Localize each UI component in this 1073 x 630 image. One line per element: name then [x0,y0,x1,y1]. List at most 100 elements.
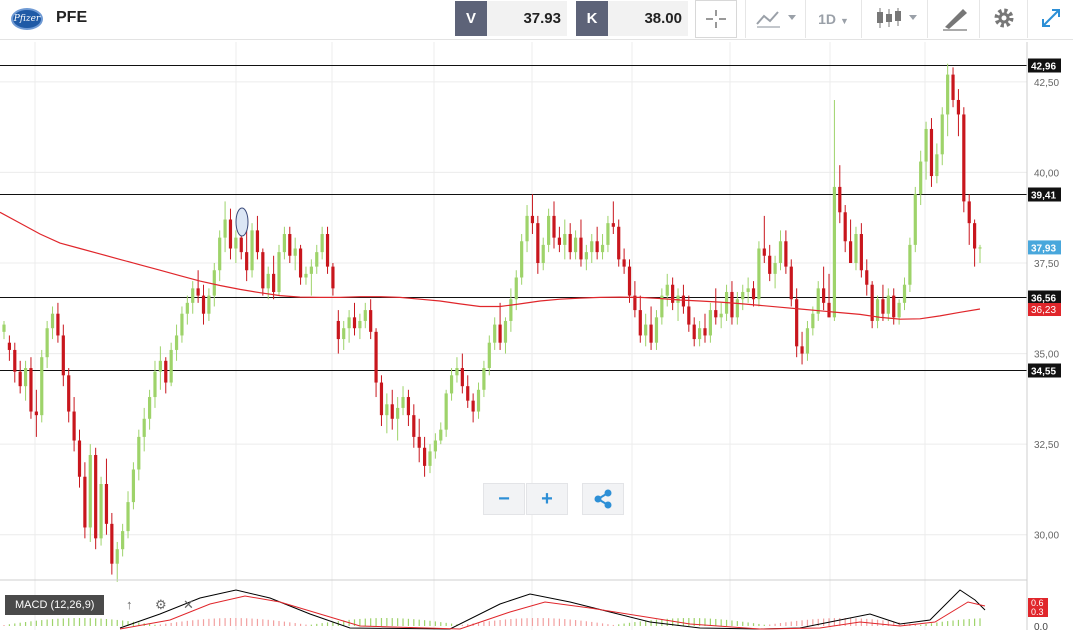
candle-body [180,313,184,336]
candle-body [746,288,750,292]
macd-badge [1028,598,1048,608]
candle-body [234,237,238,249]
candle-body [848,241,853,263]
horizontal-levels [0,65,1027,371]
candlesticks [2,63,982,582]
sell-price-button[interactable]: V 37.93 [455,1,567,36]
fullscreen-button[interactable] [1027,0,1073,38]
candle-body [816,288,820,314]
candle-body [611,223,615,227]
selection-marker [235,207,249,237]
candle-body [207,295,211,314]
expand-icon [1041,9,1060,27]
candle-body [875,299,880,321]
candle-body [164,360,168,383]
settings-button[interactable] [979,0,1027,38]
level-badge [1028,187,1061,202]
candle-body [520,241,524,278]
candle-body [29,368,33,412]
buy-label: K [576,1,608,36]
candle-body [735,299,739,318]
candle-body [773,262,777,274]
arrow-up-icon[interactable]: ↑ [126,597,133,612]
level-badge-label: 39,41 [1031,191,1056,202]
candle-body [919,161,923,195]
candle-body [363,310,367,321]
price-chart[interactable]: 42,50 40,00 37,50 35,00 32,50 30,00 42,96 39,41… [0,42,1073,630]
chevron-down-icon: ▼ [839,16,849,26]
candle-body [665,284,669,296]
timeframe-dropdown[interactable]: 1D ▼ [805,0,861,38]
candle-body [320,234,324,253]
candle-body [185,302,189,314]
candle-body [250,230,254,271]
level-badge-label: 36,56 [1031,294,1056,305]
drawing-tools-button[interactable] [927,0,979,38]
level-badge [1028,290,1061,305]
candle-body [978,247,982,249]
candle-body [676,295,680,303]
candle-body [541,244,545,263]
crosshair-button[interactable] [695,0,737,38]
candle-body [967,201,971,224]
candle-body [218,237,222,271]
candle-body [422,447,427,466]
candle-body [660,295,664,318]
candle-body [811,313,815,329]
candle-body [288,234,292,256]
candle-style-dropdown[interactable] [861,0,927,38]
level-badge [1028,58,1061,73]
candle-body [487,342,491,369]
zoom-out-button[interactable]: − [483,483,525,515]
candle-body [77,440,82,477]
candle-body [708,310,712,336]
candle-body [940,114,944,155]
y-tick-label: 30,00 [1034,531,1059,542]
candle-body [142,418,146,437]
candle-body [191,288,195,303]
chart-type-dropdown[interactable] [745,0,805,38]
toolbar: Pfizer PFE V 37.93 K 38.00 1 [0,0,1073,40]
candle-body [83,476,87,528]
gear-icon [994,8,1013,28]
candle-body [703,328,707,336]
level-badge [1028,363,1061,378]
candle-body [482,368,486,390]
moving-average-line [0,211,981,320]
candle-body [239,237,243,253]
current-price-label: 37,93 [1031,243,1056,254]
macd-indicator-label[interactable]: MACD (12,26,9) [5,595,105,615]
candle-body [45,328,49,358]
zoom-in-button[interactable]: + [526,483,568,515]
close-icon[interactable]: ✕ [183,597,194,612]
gear-icon[interactable]: ⚙ [155,597,167,612]
candle-body [390,404,394,419]
share-button[interactable] [582,483,624,515]
company-logo: Pfizer [11,8,43,30]
macd-signal-line [119,595,986,630]
candle-body [272,273,276,292]
macd-badge-label: 0.6 [1031,598,1044,608]
candle-body [352,317,357,329]
candle-body [444,393,448,430]
candle-body [56,313,60,336]
candle-body [638,310,642,336]
candle-body [698,328,702,340]
candle-body [18,371,22,387]
candle-body [627,266,632,296]
candle-body [293,248,297,256]
candle-body [174,335,179,350]
price-axis: 42,50 40,00 37,50 35,00 32,50 30,00 42,96 39,41… [0,42,1061,630]
candle-body [671,284,675,303]
candle-body [439,429,443,441]
candle-body [617,226,621,260]
buy-price-button[interactable]: K 38.00 [576,1,688,36]
candle-body [67,375,71,412]
candle-body [838,186,842,213]
candle-body [2,324,6,332]
candle-body [768,255,772,274]
candle-body [590,241,594,253]
candle-body [854,234,858,263]
ma-value-badge [1028,303,1061,317]
